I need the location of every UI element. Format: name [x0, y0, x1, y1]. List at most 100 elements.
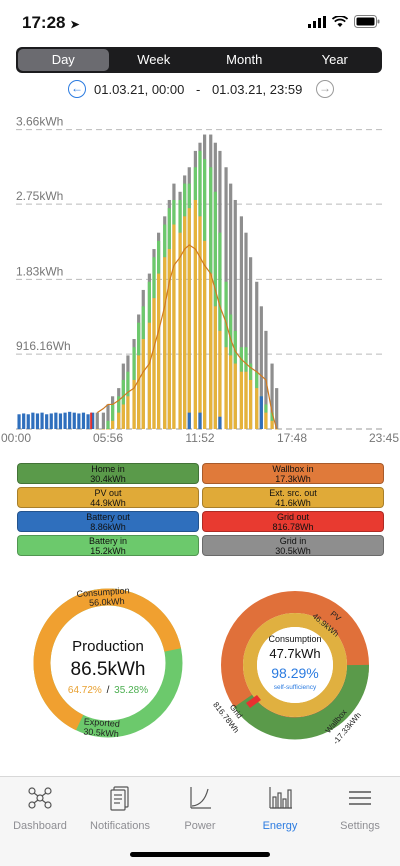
chart-trend-line [96, 244, 278, 430]
legend-item-name: Ext. src. out [269, 488, 317, 498]
bar-battery-in [233, 330, 237, 364]
legend-item[interactable]: Grid in 30.5kWh [202, 535, 384, 556]
tab-power[interactable]: Power [160, 785, 240, 832]
bar-battery-out [81, 412, 86, 429]
bar-total [249, 257, 253, 429]
bar-total [275, 388, 279, 429]
bar-battery-in [157, 240, 161, 274]
y-tick-label: 2.75kWh [16, 189, 63, 203]
energy-bar-chart: 3.66kWh 2.75kWh 1.83kWh 916.16Wh 00:00 05:56 1… [1, 115, 399, 445]
bar-battery-out [218, 416, 222, 429]
bar-battery-in [249, 363, 253, 380]
bar-battery-in [147, 281, 151, 323]
bar-pv-out [95, 429, 99, 430]
legend-item-name: Battery in [88, 536, 128, 546]
legend-item-value: 15.2kWh [90, 545, 126, 556]
dashboard-icon [28, 787, 52, 809]
bar-battery-out [86, 414, 90, 429]
bar-pv-out [187, 208, 191, 429]
tab-day[interactable]: Day [18, 49, 109, 71]
bar-pv-out [178, 232, 182, 429]
bar-pv-out [117, 412, 121, 429]
bar-pv-out [198, 216, 202, 429]
bar-grid-out [90, 412, 93, 429]
bar-battery-in [163, 224, 167, 258]
legend-item-name: Battery out [86, 512, 130, 522]
bar-battery-out [58, 413, 63, 429]
bar-pv-out [137, 355, 141, 429]
bar-pv-out [264, 412, 268, 429]
bar-pv-out [101, 429, 105, 430]
bar-battery-in [167, 208, 171, 250]
bar-pv-out [249, 379, 253, 429]
grid-wedge [246, 695, 261, 708]
self-sufficiency-value: 98.29% [271, 665, 318, 681]
bar-total [244, 232, 248, 429]
bar-battery-in [264, 404, 268, 413]
consumption-center [257, 627, 333, 703]
bar-pv-out [229, 355, 233, 429]
bar-pv-out [270, 420, 274, 429]
next-day-button[interactable]: → [316, 80, 334, 98]
bar-battery-out [35, 413, 40, 429]
tab-year[interactable]: Year [321, 52, 348, 67]
legend-item-value: 30.4kWh [90, 473, 126, 484]
bar-battery-out [68, 411, 72, 429]
bar-battery-out [26, 414, 30, 429]
bar-total [229, 183, 233, 429]
bar-pv-out [167, 249, 171, 429]
previous-day-button[interactable]: ← [68, 80, 86, 98]
production-split: 64.72% / 35.28% [68, 685, 148, 696]
bar-battery-in [111, 404, 115, 421]
date-range-row: ← 01.03.21, 00:00 - 01.03.21, 23:59 → [0, 80, 400, 100]
legend-item-value: 41.6kWh [275, 497, 311, 508]
bar-battery-out [259, 396, 263, 429]
energy-icon [269, 787, 292, 809]
tab-notifications[interactable]: Notifications [80, 785, 160, 832]
exported-arc-label: Exported [83, 716, 120, 728]
bar-battery-in [172, 199, 176, 225]
legend-item-value: 44.9kWh [90, 497, 126, 508]
y-tick-label: 916.16Wh [16, 339, 71, 353]
bar-battery-out [17, 414, 21, 429]
bar-pv-out [244, 371, 248, 429]
production-title: Production [72, 638, 144, 655]
wifi-icon [332, 15, 348, 27]
status-icons [308, 15, 380, 28]
tab-energy[interactable]: Energy [240, 785, 320, 832]
status-bar: 17:28 ➤ [0, 0, 400, 46]
bar-pv-out [239, 371, 243, 429]
tab-notifications-label: Notifications [90, 820, 150, 832]
tab-week[interactable]: Week [137, 52, 171, 67]
bar-pv-out [193, 199, 197, 429]
bar-pv-out [233, 363, 237, 429]
date-range-text: 01.03.21, 00:00 - 01.03.21, 23:59 [94, 82, 302, 97]
bar-total [95, 412, 99, 429]
legend-item[interactable]: Battery out 8.86kWh [17, 511, 199, 532]
legend-item-name: Wallbox in [272, 464, 314, 474]
bar-battery-in [209, 167, 213, 274]
legend-item[interactable]: Battery in 15.2kWh [17, 535, 199, 556]
date-separator: - [195, 82, 201, 97]
bar-total [239, 216, 243, 429]
legend-item[interactable]: Grid out 816.78Wh [202, 511, 384, 532]
legend-item-value: 8.86kWh [90, 521, 126, 532]
bar-battery-out [198, 412, 202, 429]
bar-pv-out [121, 404, 125, 429]
legend-item[interactable]: Home in 30.4kWh [17, 463, 199, 484]
x-tick-label: 00:00 [1, 431, 31, 445]
production-pct-consumption: 64.72% [68, 685, 102, 696]
tab-settings[interactable]: Settings [320, 785, 400, 832]
legend-item[interactable]: Ext. src. out 41.6kWh [202, 487, 384, 508]
tab-dashboard[interactable]: Dashboard [0, 785, 80, 832]
exported-arc-value: 30.5kWh [83, 726, 119, 738]
legend-item[interactable]: Wallbox in 17.3kWh [202, 463, 384, 484]
bar-total [101, 412, 105, 429]
bottom-tab-bar: Dashboard Notifications Power Energ [0, 776, 400, 866]
tab-month[interactable]: Month [226, 52, 263, 67]
bar-total [259, 306, 263, 429]
bar-battery-in [106, 420, 110, 429]
bar-pv-out [255, 388, 259, 429]
legend-item[interactable]: PV out 44.9kWh [17, 487, 199, 508]
bar-battery-in [193, 167, 197, 200]
